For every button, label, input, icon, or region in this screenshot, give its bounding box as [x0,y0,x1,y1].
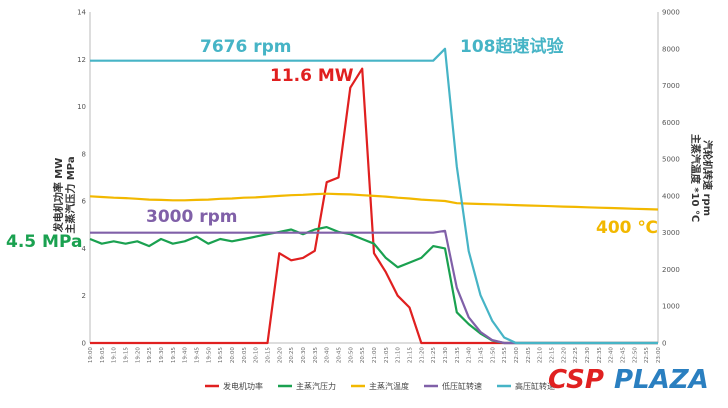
legend: 发电机功率 主蒸汽压力 主蒸汽温度 低压缸转速 高压缸转速 [205,381,555,391]
right-tick-label: 7000 [662,82,680,90]
x-tick-label: 22:00 [514,347,520,364]
x-tick-label: 19:30 [159,347,165,364]
watermark-csp: CSP [548,365,604,395]
x-tick-label: 19:10 [112,347,118,364]
right-tick-label: 6000 [662,119,680,127]
x-tick-label: 20:40 [325,347,331,364]
x-tick-label: 20:15 [266,347,272,364]
legend-label-5: 高压缸转速 [515,381,555,391]
x-tick-label: 21:20 [419,347,425,364]
right-axis-label-line2: 汽轮机转速 rpm [701,140,714,216]
x-tick-label: 21:15 [408,347,414,364]
series-line-5 [90,47,658,345]
x-tick-label: 21:50 [490,347,496,364]
x-tick-label: 20:25 [289,347,295,364]
left-tick-label: 4 [82,245,87,253]
legend-label-3: 主蒸汽温度 [369,381,409,391]
left-tick-label: 12 [77,56,86,64]
x-tick-label: 22:55 [644,347,650,364]
x-tick-label: 21:30 [443,347,449,364]
right-tick-label: 4000 [662,192,680,200]
x-tick-label: 22:05 [526,347,532,364]
x-tick-label: 21:25 [431,347,437,364]
x-tick-label: 22:20 [561,347,567,364]
axes: 0 2 4 6 8 10 12 14 0 1000 2000 3000 4000 5000 6000 7000… [77,9,680,364]
x-tick-label: 22:50 [632,347,638,364]
x-tick-label: 22:30 [585,347,591,364]
left-tick-label: 2 [82,292,86,300]
x-tick-label: 22:15 [550,347,556,364]
right-tick-label: 5000 [662,156,680,164]
legend-label-2: 主蒸汽压力 [296,381,336,391]
watermark-plaza: PLAZA [614,365,709,395]
x-tick-label: 22:45 [621,347,627,364]
right-tick-label: 8000 [662,45,680,53]
x-tick-label: 19:40 [183,347,189,364]
x-tick-label: 22:35 [597,347,603,364]
annotation-pressure: 4.5 MPa [6,232,82,252]
right-tick-label: 9000 [662,9,680,17]
x-tick-label: 19:15 [124,347,130,364]
x-tick-label: 21:00 [372,347,378,364]
x-tick-label: 20:45 [337,347,343,364]
right-tick-label: 0 [662,340,666,348]
x-tick-label: 20:00 [230,347,236,364]
x-tick-label: 22:10 [538,347,544,364]
annotation-temperature: 400 ℃ [596,218,658,238]
right-axis-label-line1: 主蒸汽温度 *10 ℃ [689,134,702,222]
left-axis-label-line2: 主蒸汽压力 MPa [64,156,77,233]
annotation-overspeed: 108超速试验 [460,36,564,57]
x-tick-label: 19:20 [135,347,141,364]
left-tick-label: 10 [77,103,86,111]
x-tick-label: 20:10 [254,347,260,364]
series-group [89,47,659,345]
x-tick-label: 22:25 [573,347,579,364]
left-axis-label-line1: 发电机功率 MW [52,158,65,233]
x-tick-label: 20:50 [348,347,354,364]
x-tick-label: 21:35 [455,347,461,364]
x-tick-label: 20:20 [277,347,283,364]
series-line-2 [89,226,658,345]
x-tick-label: 21:40 [467,347,473,364]
x-tick-label: 21:45 [479,347,485,364]
left-tick-label: 0 [82,340,86,348]
x-tick-label: 19:25 [147,347,153,364]
legend-label-1: 发电机功率 [223,381,263,391]
annotation-max-power: 11.6 MW [270,66,354,86]
x-tick-label: 20:05 [242,347,248,364]
left-tick-label: 6 [82,198,87,206]
left-tick-label: 14 [77,9,86,17]
right-tick-label: 2000 [662,266,680,274]
x-tick-label: 19:55 [218,347,224,364]
annotation-top-speed: 7676 rpm [200,37,292,57]
left-tick-label: 8 [82,150,86,158]
x-tick-label: 21:05 [384,347,390,364]
right-tick-label: 3000 [662,229,680,237]
x-tick-label: 21:10 [396,347,402,364]
x-tick-label: 19:50 [206,347,212,364]
annotation-lp-speed: 3000 rpm [146,207,238,227]
x-tick-label: 20:30 [301,347,307,364]
x-tick-label: 19:45 [195,347,201,364]
x-tick-label: 20:55 [360,347,366,364]
x-tick-label: 20:35 [313,347,319,364]
x-tick-label: 19:00 [88,347,94,364]
series-line-3 [89,192,659,211]
x-tick-label: 22:40 [609,347,615,364]
right-tick-label: 1000 [662,303,680,311]
x-tick-label: 19:05 [100,347,106,364]
x-tick-label: 19:35 [171,347,177,364]
x-tick-label: 21:55 [502,347,508,364]
x-tick-label: 23:00 [656,347,662,364]
legend-label-4: 低压缸转速 [442,381,482,391]
